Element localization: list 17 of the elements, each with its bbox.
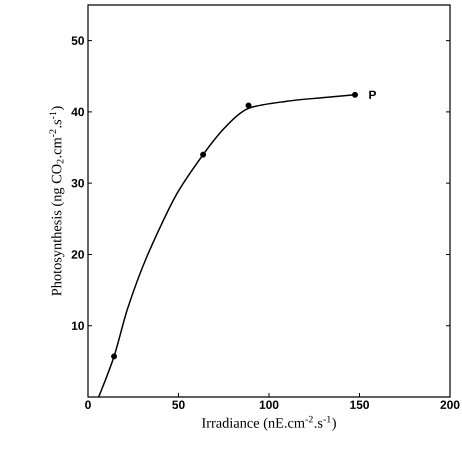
y-tick-label: 40 (71, 108, 84, 116)
point (200, 152, 206, 158)
point (111, 353, 118, 360)
y-tick-label: 30 (71, 178, 84, 188)
point (246, 102, 252, 108)
annotation: P (369, 90, 376, 99)
x-axis-title: Irradiance (nE.cm$^{-2}$.s$^{-1}$) (202, 416, 336, 431)
y-tick-label: 50 (72, 36, 84, 45)
x-tick-label: 100 (260, 400, 278, 409)
x-tick-label: 0 (85, 400, 91, 409)
x-tick-label: 50 (172, 400, 185, 409)
x-tick-label: 200 (440, 400, 460, 409)
x-tick-label: 150 (350, 400, 369, 409)
y-tick-label: 20 (72, 250, 84, 259)
point (352, 92, 358, 98)
y-axis-title: Photosynthesis (ng CO$_{2}$.cm$^{-2}$.s$^{-1}$) (49, 106, 64, 296)
y-tick-label: 10 (72, 322, 84, 330)
